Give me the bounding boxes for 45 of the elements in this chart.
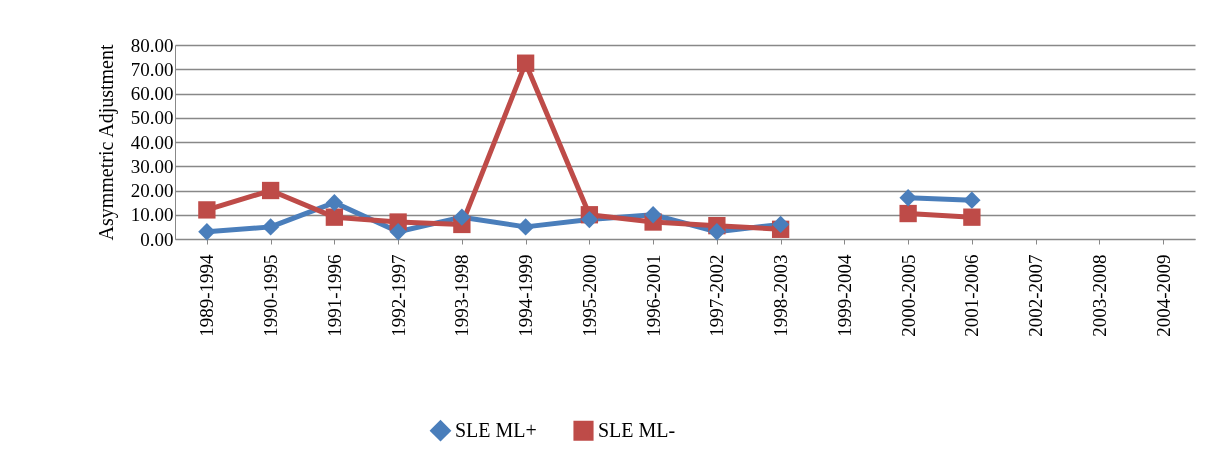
y-tick-label: 30.00 [130,155,174,177]
x-tick-label: 1998-2003 [770,254,792,337]
point [325,193,344,212]
point [453,208,471,226]
legend-label: SLE ML- [598,418,676,441]
point [708,223,726,241]
x-tick-label: 2000-2005 [897,254,919,337]
point [771,215,790,234]
point [389,223,407,241]
y-tick-label: 70.00 [130,58,174,80]
legend-label: SLE ML+ [455,418,537,441]
x-tick-label: 1999-2004 [833,254,855,337]
x-tick-label: 2004-2009 [1152,254,1174,337]
x-tick-label: 1990-1995 [260,254,282,337]
point [198,201,216,219]
point [516,218,535,236]
x-tick-label: 1996-2001 [642,254,664,337]
y-tick-label: 40.00 [130,131,174,153]
y-tick-label: 50.00 [130,107,174,129]
point [644,206,662,224]
y-tick-label: 0.00 [140,228,174,250]
x-tick-label: 1995-2000 [578,254,600,337]
point [963,191,981,209]
x-tick-label: 2003-2008 [1088,254,1110,337]
y-tick-label: 10.00 [130,204,174,226]
y-tick-label: 20.00 [130,180,174,201]
point [325,208,344,226]
point [963,208,981,226]
x-tick-label: 1991-1996 [323,254,345,337]
point [899,204,917,223]
x-tick-label: 1997-2002 [706,254,728,337]
x-tick-label: 1989-1994 [196,254,218,337]
x-tick-label: 1992-1997 [387,254,409,337]
point [899,189,917,207]
x-tick-label: 1993-1998 [451,254,473,337]
x-tick-label: 1994-1999 [515,254,537,337]
y-axis-title: Asymmetric Adjustment [94,44,118,241]
x-tick-label: 2001-2006 [961,254,983,337]
point [261,181,280,200]
y-tick-label: 80.00 [130,34,174,56]
x-tick-label: 2002-2007 [1025,254,1047,337]
y-tick-label: 60.00 [130,83,174,104]
point [580,210,599,229]
point [516,54,535,72]
point [198,223,216,241]
